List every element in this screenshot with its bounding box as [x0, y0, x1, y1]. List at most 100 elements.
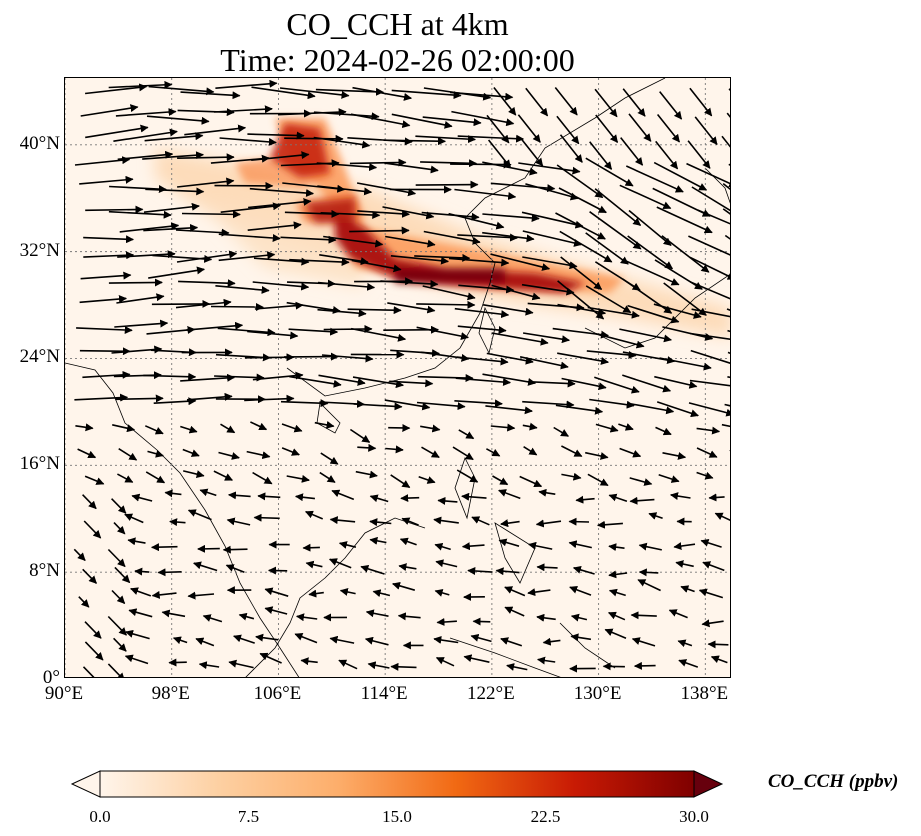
wind-arrow [79, 175, 134, 185]
wind-arrow [82, 568, 97, 584]
wind-arrow [436, 618, 457, 627]
wind-arrow [522, 400, 575, 409]
wind-arrow [586, 350, 637, 359]
wind-arrow [83, 251, 135, 260]
wind-arrow [289, 375, 342, 388]
wind-arrow [390, 255, 449, 265]
wind-arrow [587, 473, 609, 487]
wind-arrow [365, 609, 389, 618]
wind-arrow [561, 445, 583, 458]
wind-arrow [435, 559, 458, 568]
wind-arrow [585, 451, 609, 460]
wind-arrow [385, 445, 404, 454]
wind-arrow [433, 516, 459, 525]
wind-arrow [556, 115, 580, 145]
wind-arrow [454, 188, 517, 201]
wind-arrow [350, 327, 407, 342]
wind-arrow [696, 471, 714, 480]
wind-arrow [656, 206, 713, 234]
wind-arrow [570, 633, 592, 642]
wind-arrow [320, 452, 339, 465]
wind-arrow [302, 543, 320, 552]
wind-arrow [689, 256, 730, 280]
wind-arrow [364, 636, 389, 646]
wind-arrow [314, 420, 335, 429]
wind-arrow [691, 186, 730, 216]
wind-arrow [414, 253, 471, 262]
wind-arrow [415, 135, 476, 144]
wind-arrow [690, 332, 730, 340]
wind-arrow [390, 662, 417, 671]
colorbar-max-extend [693, 770, 724, 798]
wind-arrow [320, 210, 381, 219]
wind-arrow [134, 567, 150, 576]
wind-arrow [214, 373, 265, 382]
wind-arrow [696, 426, 721, 435]
wind-arrow [463, 654, 490, 663]
wind-arrow [184, 124, 247, 136]
wind-arrow [594, 188, 642, 227]
wind-arrow [471, 516, 490, 526]
wind-arrow [661, 235, 710, 273]
wind-arrow [182, 448, 200, 457]
wind-arrow [390, 474, 411, 489]
wind-arrow [556, 164, 604, 199]
lat-tick-label: 8°N [29, 560, 60, 582]
wind-arrow [217, 327, 276, 337]
wind-arrow [461, 492, 487, 501]
wind-arrow [504, 606, 525, 617]
wind-arrow [175, 298, 232, 309]
wind-arrow [568, 517, 590, 526]
wind-arrow [523, 446, 538, 456]
wind-arrow [423, 230, 481, 245]
colorbar-tick-label: 0.0 [89, 807, 111, 826]
colorbar-label: CO_CCH (ppbv) [768, 771, 899, 792]
wind-arrow [252, 281, 310, 291]
wind-arrow [115, 108, 177, 117]
wind-arrow [74, 393, 129, 402]
wind-arrow [108, 80, 173, 89]
wind-arrow [622, 374, 672, 393]
wind-arrow [536, 613, 556, 622]
wind-arrow [470, 633, 492, 643]
wind-arrow [151, 543, 178, 552]
wind-arrow [570, 613, 588, 622]
wind-arrow [107, 548, 126, 568]
wind-arrow [148, 85, 215, 96]
wind-arrow [114, 566, 131, 584]
wind-arrow [433, 636, 459, 644]
wind-arrow [707, 640, 729, 649]
wind-arrow [288, 327, 339, 336]
wind-arrow [557, 280, 605, 320]
wind-arrow [111, 589, 126, 604]
wind-arrow [75, 423, 94, 432]
wind-arrow [164, 489, 182, 498]
wind-arrow [369, 536, 387, 545]
wind-arrow [569, 585, 592, 596]
wind-arrow [77, 448, 97, 459]
wind-arrow [372, 589, 391, 598]
wind-arrow [595, 423, 619, 433]
wind-arrow [528, 541, 553, 550]
wind-arrow [218, 233, 281, 242]
wind-arrow [259, 652, 282, 664]
wind-arrow [198, 661, 220, 670]
wind-arrow [127, 537, 146, 546]
wind-arrow [357, 209, 410, 218]
wind-arrow [124, 654, 149, 665]
wind-arrow [482, 213, 540, 223]
wind-arrow [638, 542, 662, 551]
colorbar-tick-label: 22.5 [530, 807, 561, 826]
wind-arrow [385, 235, 436, 248]
wind-arrow [397, 612, 421, 621]
wind-arrow [629, 496, 655, 505]
wind-arrow [557, 352, 609, 365]
wind-arrow [181, 210, 241, 219]
wind-arrow [627, 235, 674, 270]
wind-arrow [151, 590, 177, 599]
wind-arrow [131, 493, 153, 502]
lon-tick-label: 138°E [680, 683, 729, 704]
wind-arrow [331, 489, 355, 501]
wind-arrow [286, 301, 341, 314]
wind-arrow [662, 451, 687, 460]
